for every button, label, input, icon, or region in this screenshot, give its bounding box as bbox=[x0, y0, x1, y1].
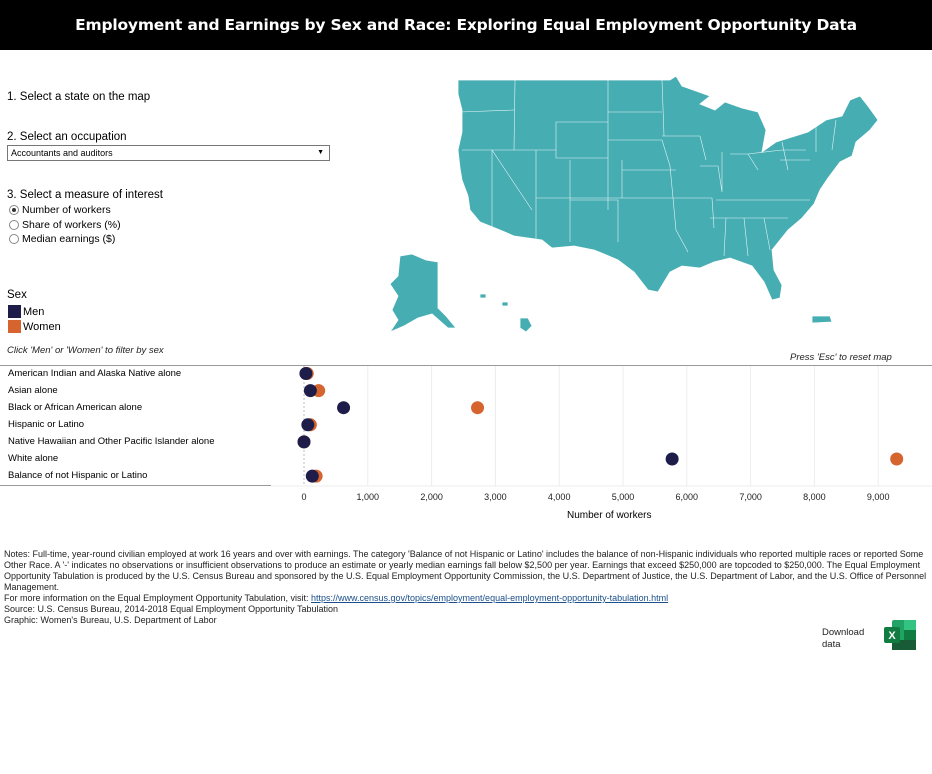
page-title: Employment and Earnings by Sex and Race:… bbox=[0, 0, 932, 50]
occupation-select-value: Accountants and auditors bbox=[11, 148, 113, 158]
reset-map-hint: Press 'Esc' to reset map bbox=[790, 352, 892, 363]
download-label-1: Download bbox=[822, 627, 865, 638]
dot-men[interactable] bbox=[305, 469, 319, 483]
filter-hint: Click 'Men' or 'Women' to filter by sex bbox=[7, 345, 164, 356]
x-tick-label: 0 bbox=[301, 492, 307, 502]
map-hawaii[interactable] bbox=[479, 293, 533, 333]
category-label: Hispanic or Latino bbox=[8, 418, 85, 430]
download-label-2: data bbox=[822, 639, 841, 650]
x-tick-label: 1,000 bbox=[356, 492, 380, 502]
legend-swatch-women bbox=[8, 320, 21, 333]
x-tick-label: 7,000 bbox=[739, 492, 762, 502]
map-alaska[interactable] bbox=[388, 253, 457, 333]
measure-radio-share[interactable]: Share of workers (%) bbox=[9, 219, 121, 231]
legend-label: Men bbox=[23, 305, 45, 318]
excel-icon[interactable]: X bbox=[884, 620, 916, 650]
dot-women[interactable] bbox=[471, 401, 485, 415]
map-puerto-rico[interactable] bbox=[811, 315, 833, 324]
dot-men[interactable] bbox=[665, 452, 679, 466]
occupation-select[interactable]: Accountants and auditors ▼ bbox=[7, 145, 330, 161]
source-text: Source: U.S. Census Bureau, 2014-2018 Eq… bbox=[4, 604, 339, 614]
map-contiguous-us[interactable] bbox=[457, 75, 879, 301]
dot-men[interactable] bbox=[301, 418, 315, 432]
legend-item-women[interactable]: Women bbox=[8, 320, 61, 333]
dot-plot bbox=[271, 366, 932, 487]
x-tick-label: 5,000 bbox=[611, 492, 635, 502]
measure-radio-number[interactable]: Number of workers bbox=[9, 204, 111, 216]
legend-swatch-men bbox=[8, 305, 21, 318]
us-map[interactable] bbox=[370, 70, 890, 340]
category-label: Balance of not Hispanic or Latino bbox=[8, 470, 148, 482]
category-label: Black or African American alone bbox=[8, 401, 143, 413]
legend-item-men[interactable]: Men bbox=[8, 305, 44, 318]
step1-label: 1. Select a state on the map bbox=[7, 91, 151, 103]
measure-label: Number of workers bbox=[22, 204, 111, 216]
dot-men[interactable] bbox=[303, 384, 317, 398]
category-label: Native Hawaiian and Other Pacific Island… bbox=[8, 435, 215, 447]
x-axis-title: Number of workers bbox=[567, 510, 652, 521]
dot-men[interactable] bbox=[299, 367, 313, 380]
notes-text: Notes: Full-time, year-round civilian em… bbox=[4, 549, 927, 592]
legend-title: Sex bbox=[7, 289, 27, 301]
legend-label: Women bbox=[23, 320, 61, 333]
step3-label: 3. Select a measure of interest bbox=[7, 189, 163, 201]
x-tick-label: 3,000 bbox=[484, 492, 507, 502]
dot-men[interactable] bbox=[337, 401, 351, 415]
radio-icon bbox=[9, 234, 19, 244]
measure-label: Median earnings ($) bbox=[22, 233, 116, 245]
download-data-button[interactable]: Download data bbox=[822, 627, 864, 651]
svg-text:X: X bbox=[888, 630, 896, 642]
category-label: White alone bbox=[8, 453, 59, 464]
dot-women[interactable] bbox=[890, 452, 904, 466]
census-link[interactable]: https://www.census.gov/topics/employment… bbox=[310, 593, 669, 603]
graphic-credit: Graphic: Women's Bureau, U.S. Department… bbox=[4, 615, 217, 625]
dot-men[interactable] bbox=[297, 435, 311, 449]
measure-label: Share of workers (%) bbox=[22, 219, 121, 231]
step2-label: 2. Select an occupation bbox=[7, 131, 127, 143]
x-tick-label: 9,000 bbox=[866, 492, 890, 502]
measure-radio-earnings[interactable]: Median earnings ($) bbox=[9, 233, 115, 245]
x-tick-label: 2,000 bbox=[420, 492, 443, 502]
category-label: Asian alone bbox=[8, 384, 58, 396]
state-borders bbox=[459, 79, 837, 257]
x-tick-label: 8,000 bbox=[803, 492, 826, 502]
more-info: For more information on the Equal Employ… bbox=[4, 593, 928, 604]
x-tick-label: 4,000 bbox=[547, 492, 571, 502]
category-label: American Indian and Alaska Native alone bbox=[8, 367, 182, 379]
notes: Notes: Full-time, year-round civilian em… bbox=[4, 549, 928, 626]
chevron-down-icon: ▼ bbox=[317, 149, 324, 156]
label-bottom-rule bbox=[0, 485, 271, 486]
x-tick-label: 6,000 bbox=[675, 492, 699, 502]
radio-icon bbox=[9, 220, 19, 230]
radio-selected-icon bbox=[9, 205, 19, 215]
more-info-prefix: For more information on the Equal Employ… bbox=[4, 593, 311, 603]
chart-top-rule bbox=[0, 365, 932, 366]
